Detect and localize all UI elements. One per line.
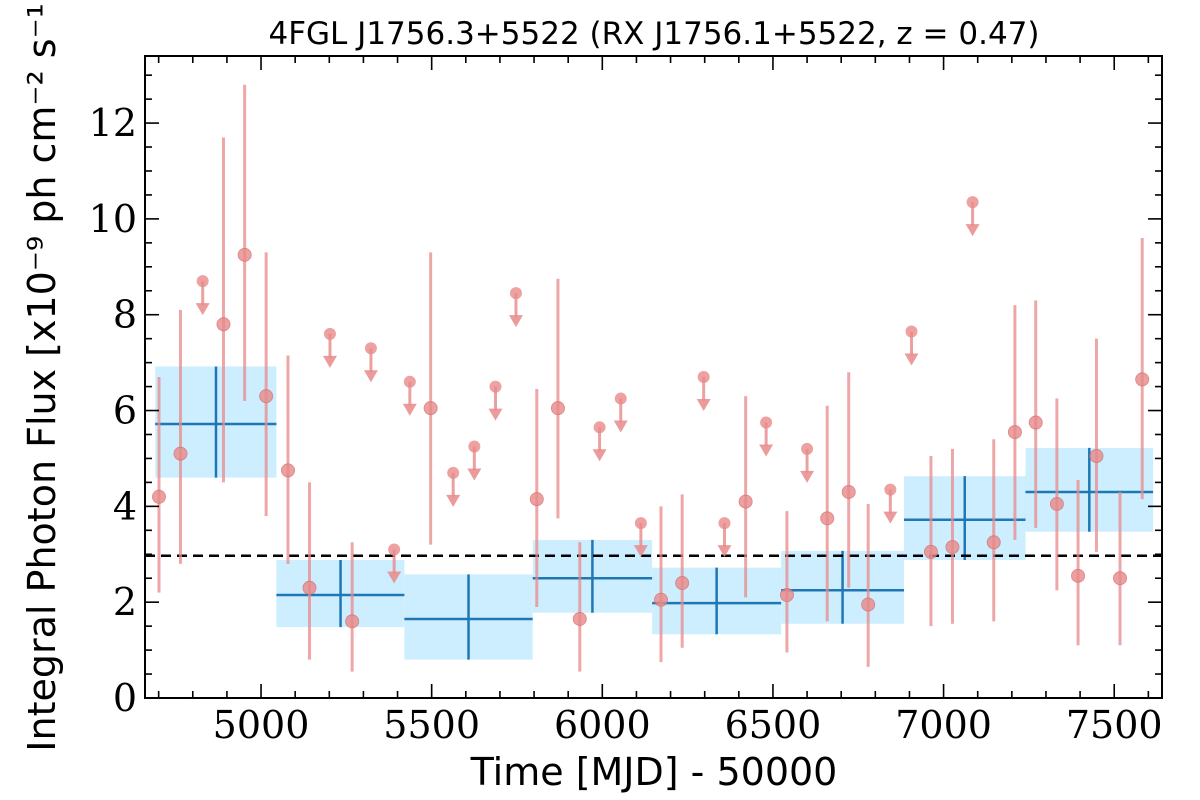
x-tick-label: 7000	[895, 703, 992, 747]
upper-limit-arrowhead	[759, 444, 774, 457]
upper-limit-arrowhead	[387, 571, 402, 584]
detection-point	[345, 614, 360, 629]
upper-limit-point	[403, 375, 416, 388]
detection-point	[550, 401, 565, 416]
detection-point	[820, 511, 835, 526]
upper-limit-arrowhead	[965, 224, 980, 237]
upper-limit-arrowhead	[633, 545, 648, 558]
upper-limit-point	[905, 325, 918, 338]
x-tick-label: 6500	[725, 703, 822, 747]
upper-limit-point	[509, 287, 522, 300]
detection-point	[216, 317, 231, 332]
detection-point	[1028, 415, 1043, 430]
detection-point	[675, 576, 690, 591]
upper-limit-point	[697, 371, 710, 383]
y-tick-label: 2	[113, 580, 137, 624]
x-tick-label: 5000	[213, 703, 310, 747]
upper-limit-arrowhead	[696, 399, 711, 411]
data-points-layer	[151, 84, 1150, 672]
bayesian-blocks-layer	[155, 366, 1154, 660]
y-tick-label: 0	[113, 676, 137, 720]
detection-point	[923, 544, 938, 559]
x-tick-label: 7500	[1066, 703, 1163, 747]
detection-point	[151, 489, 166, 504]
upper-limit-point	[468, 440, 481, 453]
detection-point	[302, 580, 317, 595]
detection-point	[1049, 496, 1064, 511]
y-tick-label: 4	[113, 484, 137, 528]
detection-point	[237, 247, 252, 262]
upper-limit-arrowhead	[195, 303, 210, 316]
y-tick-label: 6	[113, 389, 137, 433]
upper-limit-point	[489, 380, 502, 393]
plot-frame	[144, 55, 1163, 699]
detection-point	[259, 389, 274, 404]
upper-limit-arrowhead	[883, 511, 898, 524]
upper-limit-arrowhead	[613, 420, 628, 433]
upper-limit-point	[718, 517, 731, 530]
detection-point	[841, 484, 856, 499]
y-tick-label: 12	[89, 101, 137, 145]
upper-limit-point	[614, 392, 627, 405]
x-axis-label: Time [MJD] - 50000	[470, 750, 838, 794]
chart-title: 4FGL J1756.3+5522 (RX J1756.1+5522, z = …	[268, 16, 1039, 52]
upper-limit-point	[196, 275, 209, 288]
detection-point	[1071, 568, 1086, 583]
upper-limit-point	[760, 416, 773, 429]
detection-point	[986, 535, 1001, 550]
upper-limit-point	[593, 421, 606, 434]
axes-layer: 5000 5500 6000 6500 7000 7500 0 2 4 6 8 10 12	[89, 55, 1163, 747]
x-tick-label: 6000	[554, 703, 651, 747]
detection-point	[861, 597, 876, 612]
upper-limit-arrowhead	[488, 408, 503, 421]
upper-limit-point	[801, 442, 814, 455]
upper-limit-point	[966, 196, 979, 209]
upper-limit-arrowhead	[363, 370, 378, 383]
detection-point	[423, 401, 438, 416]
detection-point	[1113, 571, 1128, 586]
detection-point	[945, 540, 960, 555]
upper-limit-arrowhead	[322, 355, 337, 368]
upper-limit-arrowhead	[904, 353, 919, 366]
upper-limit-arrowhead	[402, 403, 417, 416]
upper-limit-arrowhead	[717, 545, 732, 558]
upper-limit-point	[884, 483, 897, 496]
y-tick-label: 10	[89, 197, 137, 241]
upper-limit-point	[447, 466, 460, 479]
detection-point	[280, 463, 295, 478]
detection-point	[654, 592, 669, 607]
detection-point	[572, 611, 587, 626]
upper-limit-arrowhead	[508, 315, 523, 328]
y-tick-label: 8	[113, 293, 137, 337]
upper-limit-arrowhead	[592, 449, 607, 462]
upper-limit-point	[323, 327, 336, 340]
detection-point	[738, 494, 753, 509]
upper-limit-arrowhead	[467, 468, 482, 481]
detection-point	[1089, 449, 1104, 464]
upper-limit-arrowhead	[800, 470, 815, 483]
upper-limit-arrowhead	[446, 494, 461, 507]
detection-point	[1135, 372, 1150, 387]
detection-point	[1007, 425, 1022, 440]
detection-point	[779, 587, 794, 602]
detection-point	[173, 446, 188, 461]
upper-limit-point	[634, 517, 647, 530]
x-tick-label: 5500	[383, 703, 480, 747]
upper-limit-point	[364, 342, 377, 355]
upper-limit-point	[388, 543, 401, 556]
y-axis-label: Integral Photon Flux [x10⁻⁹ ph cm⁻² s⁻¹]	[20, 0, 64, 752]
detection-point	[529, 492, 544, 507]
